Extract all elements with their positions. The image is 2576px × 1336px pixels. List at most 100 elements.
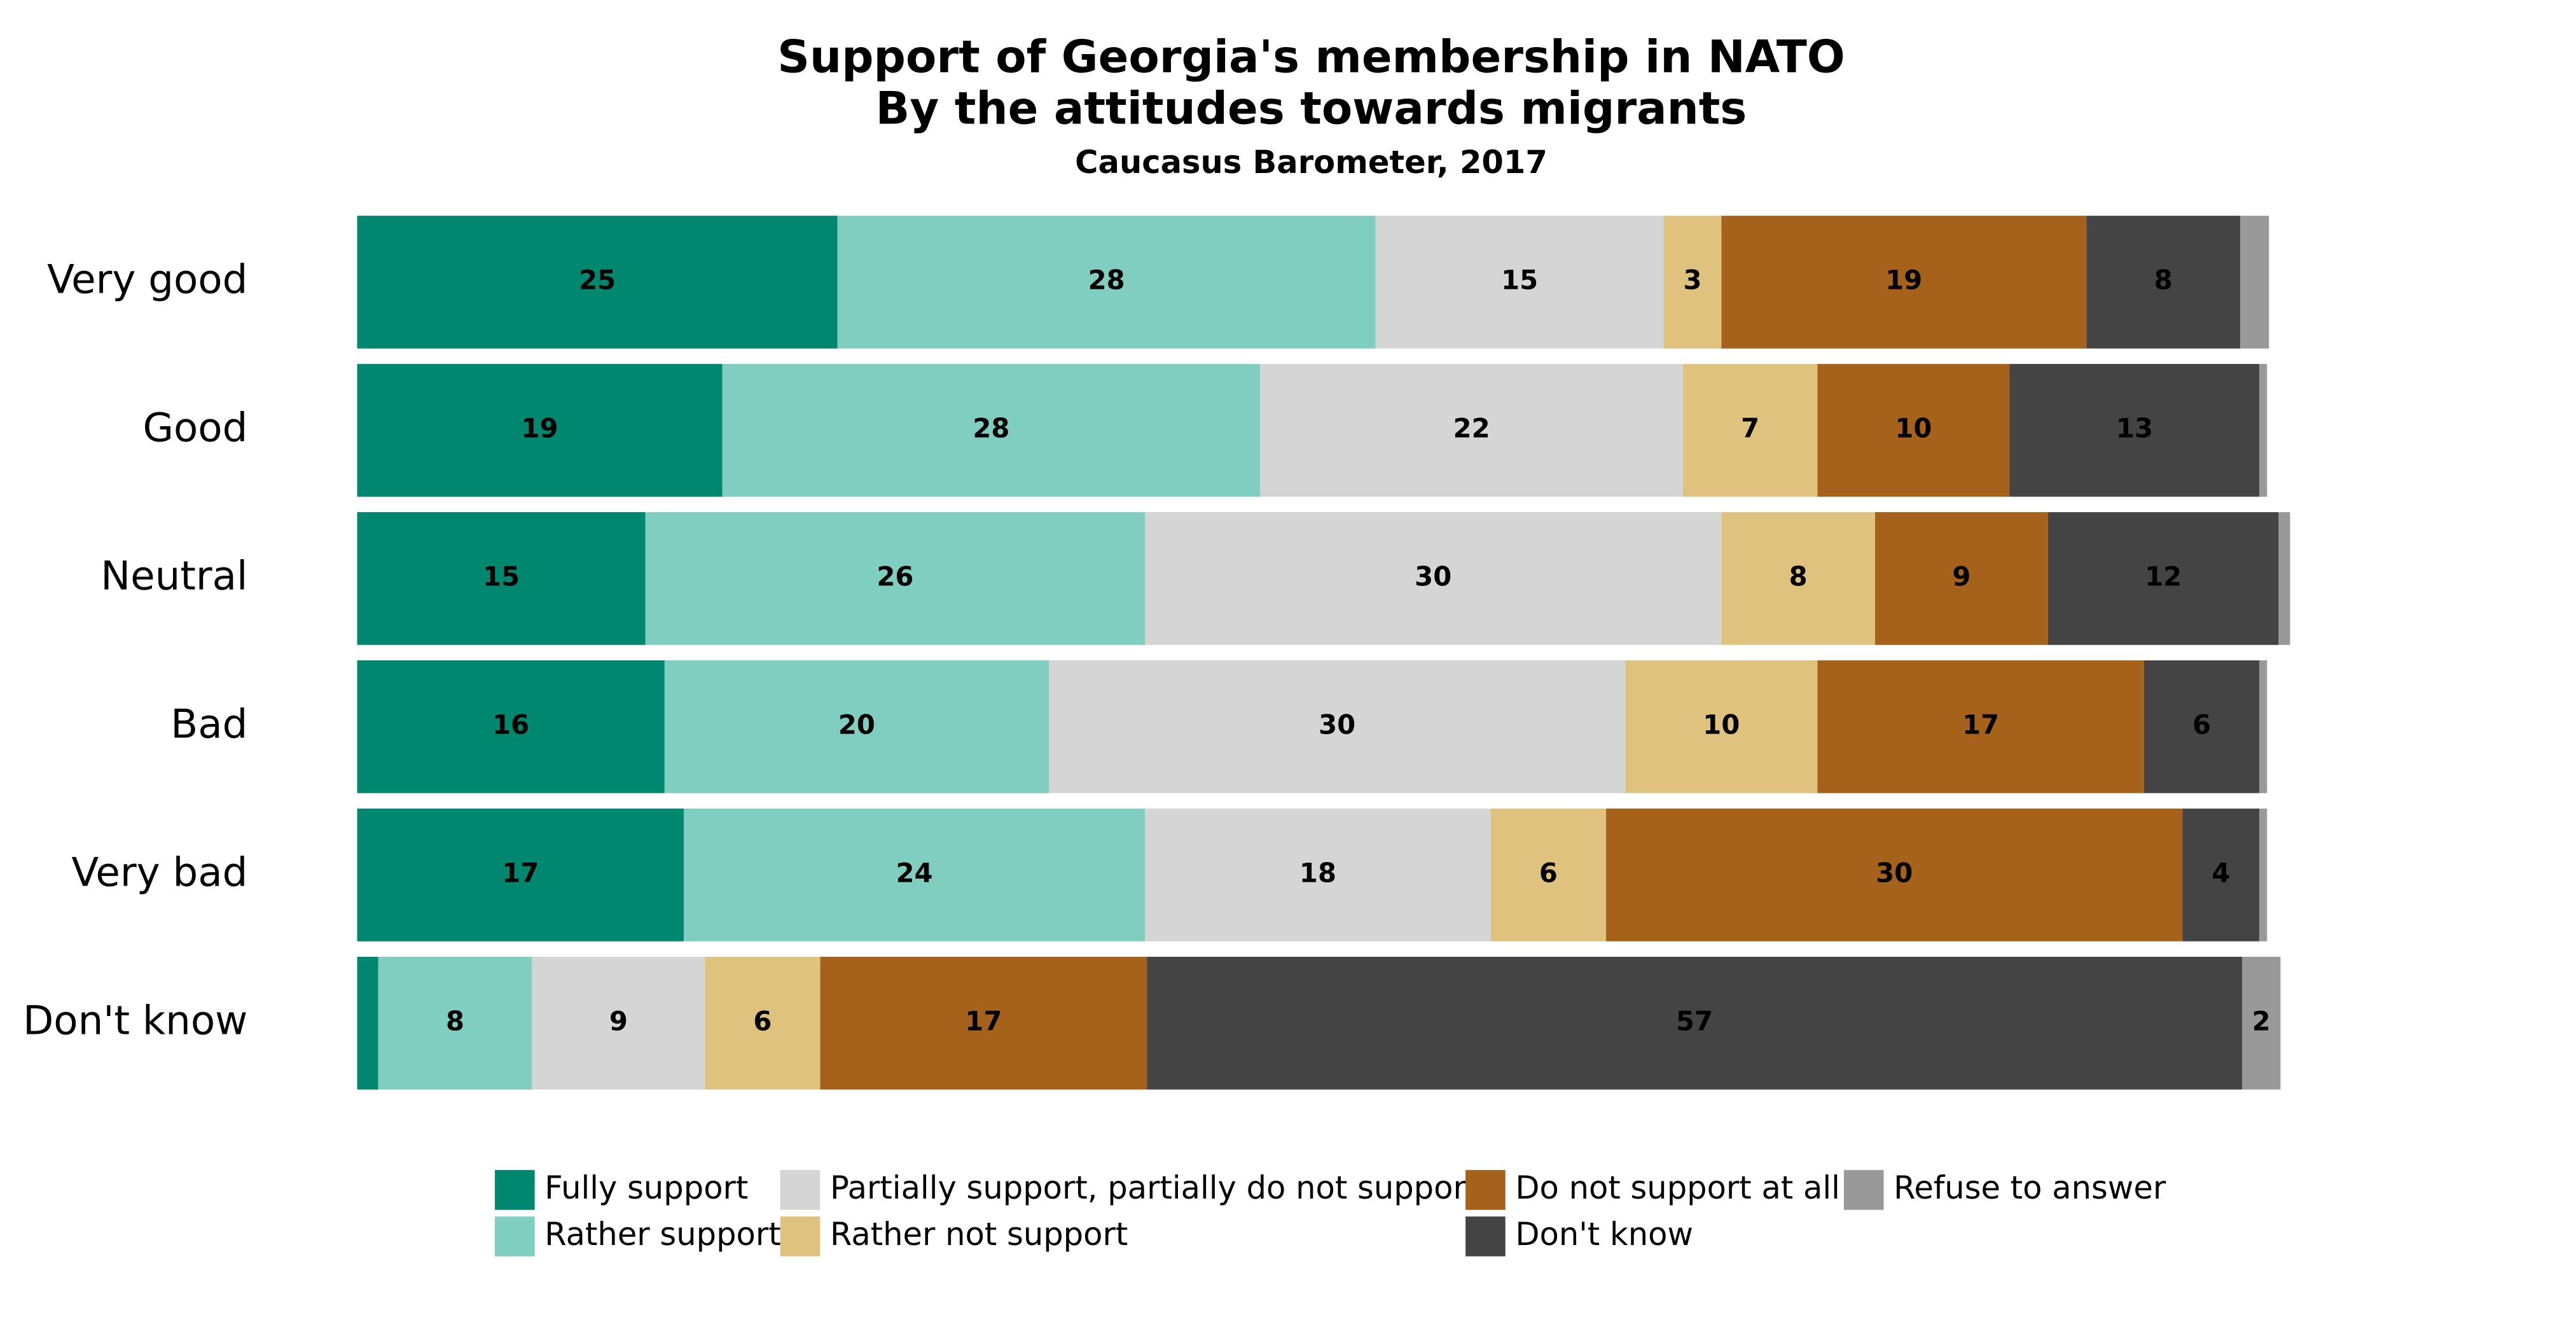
- bar-segment: [378, 956, 532, 1090]
- legend-swatch: [1465, 1216, 1506, 1256]
- legend-swatch: [780, 1170, 821, 1210]
- bar-segment: [357, 512, 646, 645]
- bar-segment: [820, 956, 1147, 1090]
- bar-segment: [2182, 808, 2260, 942]
- chart-subtitle: By the attitudes towards migrants: [876, 82, 1747, 134]
- data-label: 12: [2145, 560, 2182, 592]
- bar-segment: [1490, 808, 1607, 942]
- bar-segment: [1875, 512, 2048, 645]
- legend-label: Don't know: [1515, 1216, 1693, 1253]
- bar-segment: [1606, 808, 2183, 942]
- chart-source: Caucasus Barometer, 2017: [1075, 144, 1548, 181]
- data-label: 19: [1885, 264, 1922, 295]
- category-label: Don't know: [23, 997, 247, 1043]
- bar-segment: [1817, 660, 2144, 793]
- legend-label: Rather not support: [830, 1216, 1128, 1253]
- data-label: 28: [1088, 264, 1125, 295]
- bar-segment: [357, 216, 838, 349]
- bar-segment: [1145, 808, 1491, 942]
- bar-segment: [357, 364, 723, 497]
- legend-swatch: [495, 1170, 535, 1210]
- bar-segment: [357, 956, 378, 1090]
- data-label: 20: [838, 709, 875, 740]
- data-label: 15: [483, 560, 520, 592]
- data-label: 6: [1539, 857, 1558, 888]
- bar-segment: [2241, 956, 2281, 1090]
- data-label: 30: [1319, 709, 1355, 740]
- data-label: 9: [609, 1005, 628, 1036]
- data-label: 18: [1299, 857, 1336, 888]
- data-label: 16: [492, 709, 529, 740]
- data-label: 17: [1962, 709, 1999, 740]
- bar-segment: [2240, 216, 2269, 349]
- data-label: 7: [1741, 412, 1759, 443]
- bar-segment: [664, 660, 1049, 793]
- data-label: 4: [2212, 857, 2230, 888]
- bar-segment: [684, 808, 1146, 942]
- data-label: 17: [965, 1005, 1002, 1036]
- bar-segment: [705, 956, 821, 1090]
- category-label: Neutral: [100, 552, 247, 599]
- legend-swatch: [495, 1216, 535, 1256]
- data-label: 8: [446, 1005, 464, 1036]
- category-label: Bad: [170, 700, 247, 747]
- legend-label: Do not support at all: [1515, 1169, 1840, 1206]
- bar-segment: [1721, 216, 2087, 349]
- bar-segment: [357, 660, 665, 793]
- bar-segment: [722, 364, 1261, 497]
- bar-segment: [1147, 956, 2242, 1090]
- chart-title: Support of Georgia's membership in NATO: [777, 31, 1845, 83]
- data-label: 17: [502, 857, 539, 888]
- bar-segment: [837, 216, 1376, 349]
- bar-segment: [1260, 364, 1683, 497]
- bar-segment: [1145, 512, 1722, 645]
- data-label: 24: [896, 857, 933, 888]
- data-label: 8: [1789, 560, 1808, 592]
- data-label: 22: [1453, 412, 1490, 443]
- data-label: 30: [1876, 857, 1913, 888]
- data-label: 15: [1501, 264, 1538, 295]
- data-label: 13: [2116, 412, 2153, 443]
- legend-label: Rather support: [544, 1216, 780, 1253]
- legend-label: Partially support, partially do not supp…: [830, 1169, 1478, 1206]
- category-label: Very good: [47, 256, 247, 303]
- bar-segment: [1625, 660, 1818, 793]
- legend-label: Refuse to answer: [1894, 1169, 2166, 1206]
- bar-segment: [2143, 660, 2260, 793]
- bar-segment: [2047, 512, 2279, 645]
- data-label: 25: [579, 264, 616, 295]
- bar-segment: [1682, 364, 1818, 497]
- legend-swatch: [1843, 1170, 1884, 1210]
- category-label: Very bad: [71, 849, 247, 895]
- data-label: 2: [2252, 1005, 2271, 1036]
- legend-swatch: [780, 1216, 821, 1256]
- bar-segment: [1663, 216, 1722, 349]
- bar-segment: [532, 956, 705, 1090]
- legend-label: Fully support: [544, 1169, 748, 1206]
- data-label: 10: [1703, 709, 1740, 740]
- bar-segment: [2278, 512, 2290, 645]
- data-label: 9: [1952, 560, 1970, 592]
- data-label: 30: [1415, 560, 1451, 592]
- category-label: Good: [143, 405, 248, 451]
- data-label: 28: [973, 412, 1009, 443]
- bar-segment: [1375, 216, 1664, 349]
- data-label: 57: [1676, 1005, 1713, 1036]
- bar-segment: [1817, 364, 2010, 497]
- bar-segment: [2259, 364, 2268, 497]
- data-label: 26: [876, 560, 913, 592]
- bar-segment: [2259, 808, 2268, 942]
- bar-segment: [645, 512, 1146, 645]
- data-label: 3: [1684, 264, 1702, 295]
- legend-swatch: [1465, 1170, 1506, 1210]
- bar-segment: [1049, 660, 1626, 793]
- bar-segment: [1721, 512, 1876, 645]
- data-label: 19: [521, 412, 558, 443]
- data-label: 6: [2192, 709, 2211, 740]
- bar-segment: [357, 808, 684, 942]
- data-label: 6: [753, 1005, 772, 1036]
- bar-segment: [2009, 364, 2260, 497]
- data-label: 10: [1895, 412, 1932, 443]
